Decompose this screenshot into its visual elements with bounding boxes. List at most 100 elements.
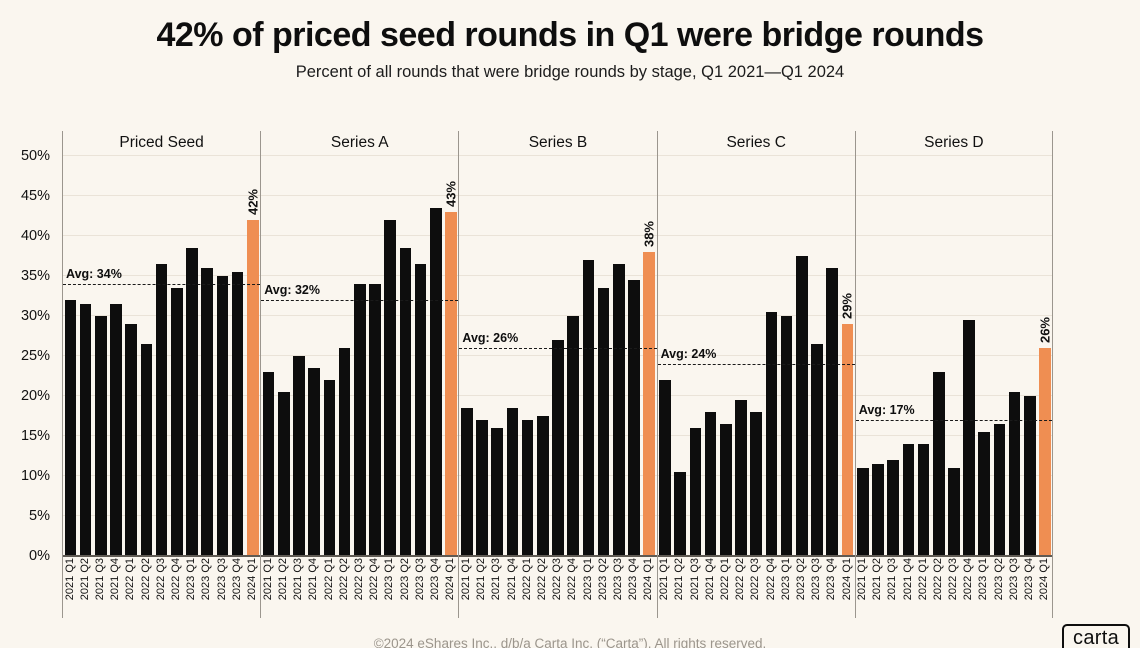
bar-2023-q2 — [201, 268, 213, 556]
x-label-slot: 2024 Q1 — [840, 558, 854, 618]
x-label-slot: 2021 Q3 — [94, 558, 107, 618]
panel-priced-seed: Priced Seed 42% Avg: 34% 2021 Q1 2021 Q2 2021… — [62, 131, 260, 618]
x-axis-tick-label: 2024 Q1 — [444, 558, 457, 601]
bar-2022-q2 — [932, 372, 945, 556]
x-axis-tick-label: 2021 Q2 — [871, 558, 884, 601]
x-label-slot: 2021 Q1 — [64, 558, 77, 618]
x-label-slot: 2022 Q2 — [338, 558, 351, 618]
x-label-slot: 2024 Q1 — [444, 558, 457, 618]
x-axis-tick-label: 2022 Q1 — [719, 558, 732, 601]
x-axis-tick-label: 2023 Q4 — [230, 558, 243, 601]
average-label: Avg: 17% — [858, 403, 915, 417]
bar-2021-q1 — [659, 380, 671, 556]
bar-2021-q3 — [95, 316, 107, 556]
x-label-slot: 2022 Q4 — [962, 558, 975, 618]
x-label-slot: 2021 Q3 — [689, 558, 702, 618]
x-axis-tick-label: 2024 Q1 — [642, 558, 655, 601]
x-axis-tick-label: 2022 Q1 — [124, 558, 137, 601]
x-label-slot: 2023 Q3 — [1008, 558, 1021, 618]
x-label-slot: 2023 Q1 — [581, 558, 595, 618]
x-label-slot: 2021 Q1 — [262, 558, 275, 618]
y-axis-tick: 40% — [20, 228, 50, 244]
x-axis-line — [63, 555, 261, 557]
bar-2021-q3 — [293, 356, 305, 556]
bar-2021-q2 — [476, 420, 488, 556]
x-label-slot: 2023 Q3 — [414, 558, 427, 618]
x-label-slot: 2021 Q1 — [658, 558, 671, 618]
x-label-slot: 2022 Q4 — [368, 558, 381, 618]
x-label-slot: 2021 Q2 — [475, 558, 488, 618]
carta-logo: carta — [1062, 624, 1130, 648]
bar-2023-q1 — [582, 260, 595, 556]
highlight-value-text: 42% — [245, 188, 261, 215]
bar-group: 43% — [261, 131, 458, 556]
highlight-value-label: 42% — [245, 189, 260, 215]
y-axis-tick: 30% — [20, 308, 50, 324]
bar-2021-q2 — [79, 304, 92, 556]
x-label-slot: 2022 Q2 — [140, 558, 153, 618]
x-label-slot: 2023 Q1 — [977, 558, 990, 618]
bar-2021-q2 — [872, 464, 884, 556]
gridline — [855, 235, 1052, 236]
bar-2022-q2 — [140, 344, 153, 556]
x-label-slot: 2022 Q3 — [947, 558, 960, 618]
x-label-slot: 2021 Q1 — [460, 558, 473, 618]
x-axis-tick-label: 2021 Q3 — [490, 558, 503, 601]
x-axis-line — [261, 555, 459, 557]
panel-plot-area: Series A 43% Avg: 32% — [261, 131, 459, 557]
bar-chart: Priced Seed 42% Avg: 34% 2021 Q1 2021 Q2 2021… — [62, 131, 1053, 618]
gridline — [459, 155, 657, 156]
bar-2023-q4 — [429, 208, 442, 556]
x-axis-tick-label: 2023 Q4 — [428, 558, 441, 601]
x-axis-tick-label: 2021 Q1 — [855, 558, 868, 601]
average-label: Avg: 26% — [462, 331, 519, 345]
gridline — [459, 235, 657, 236]
x-label-slot: 2021 Q1 — [855, 558, 869, 618]
x-label-slot: 2023 Q4 — [825, 558, 838, 618]
bar-2023-q1 — [384, 220, 396, 556]
gridline — [657, 155, 855, 156]
bar-2021-q3 — [689, 428, 702, 556]
x-label-slot: 2023 Q2 — [597, 558, 610, 618]
bar-2022-q4 — [170, 288, 183, 556]
x-axis-tick-label: 2023 Q4 — [825, 558, 838, 601]
panel-series-d: Series D 26% Avg: 17% 2021 Q1 2021 Q2 2021 Q3… — [854, 131, 1053, 618]
gridline — [657, 195, 855, 196]
x-label-slot: 2022 Q1 — [521, 558, 534, 618]
x-label-slot: 2021 Q4 — [109, 558, 122, 618]
x-axis-tick-label: 2023 Q1 — [581, 558, 594, 601]
bar-2023-q2 — [993, 424, 1006, 556]
gridline — [63, 235, 261, 236]
highlight-value-text: 38% — [641, 220, 657, 247]
x-label-slot: 2023 Q1 — [383, 558, 396, 618]
x-axis-tick-label: 2024 Q1 — [840, 558, 853, 601]
x-axis-labels: 2021 Q1 2021 Q2 2021 Q3 2021 Q4 2022 Q1 2022 … — [658, 558, 855, 618]
x-axis-tick-label: 2021 Q4 — [505, 558, 518, 601]
bar-2022-q2 — [537, 416, 549, 556]
average-line — [459, 348, 657, 349]
x-axis-tick-label: 2024 Q1 — [245, 558, 258, 601]
x-label-slot: 2021 Q2 — [79, 558, 92, 618]
bar-2023-q3 — [414, 264, 427, 556]
bar-2021-q3 — [491, 428, 504, 556]
gridline — [657, 315, 855, 316]
bar-2021-q1 — [856, 468, 869, 556]
bar-group: 42% — [63, 131, 260, 556]
bar-2021-q1 — [64, 300, 77, 556]
average-line — [855, 420, 1052, 421]
panel-title: Series B — [528, 134, 588, 151]
y-axis-tick: 20% — [20, 388, 50, 404]
x-label-slot: 2023 Q2 — [399, 558, 412, 618]
bar-2021-q4 — [110, 304, 122, 556]
bar-2022-q4 — [963, 320, 975, 556]
x-axis-tick-label: 2022 Q2 — [931, 558, 944, 601]
x-label-slot: 2022 Q1 — [323, 558, 336, 618]
x-label-slot: 2022 Q1 — [124, 558, 137, 618]
x-axis-tick-label: 2021 Q3 — [292, 558, 305, 601]
bar-2022-q1 — [125, 324, 138, 556]
x-label-slot: 2021 Q3 — [490, 558, 503, 618]
highlight-value-label: 38% — [642, 221, 657, 247]
panel-title: Priced Seed — [119, 134, 204, 151]
panel-series-a: Series A 43% Avg: 32% 2021 Q1 2021 Q2 2021 Q3… — [260, 131, 458, 618]
x-axis-line — [657, 555, 855, 557]
